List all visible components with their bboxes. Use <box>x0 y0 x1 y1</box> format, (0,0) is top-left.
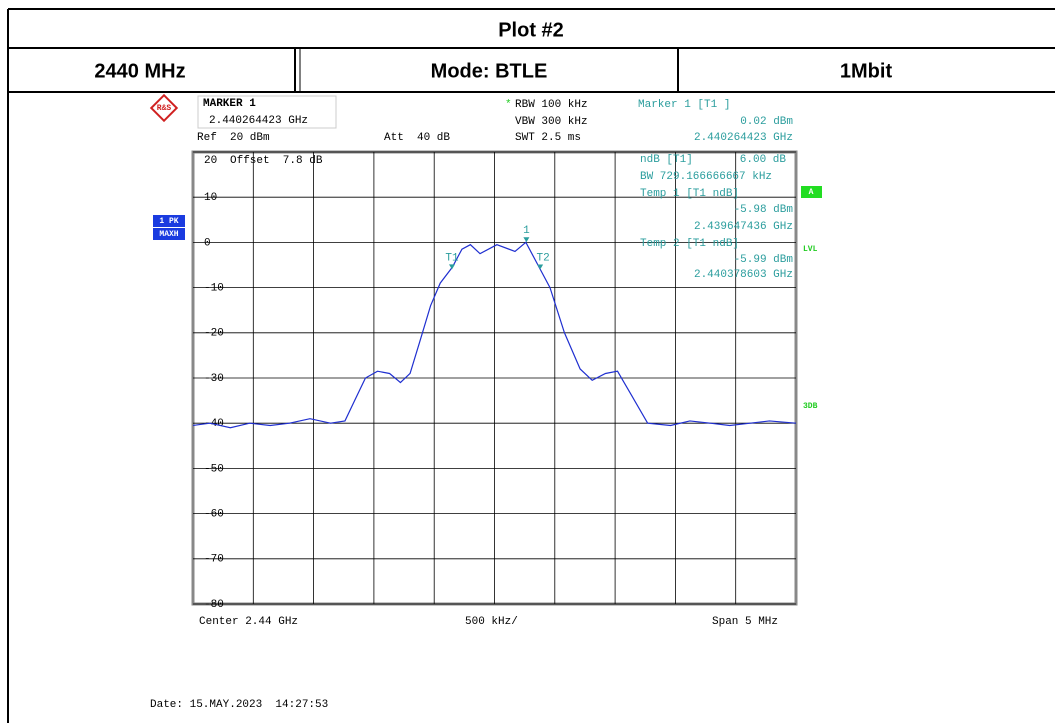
annotation: Date: 15.MAY.2023 14:27:53 <box>150 699 328 711</box>
marker-label: 1 <box>523 225 530 237</box>
status-badge <box>801 186 822 198</box>
svg-text:R&S: R&S <box>157 104 172 113</box>
annotation: VBW 300 kHz <box>515 116 588 128</box>
rate-cell: 1Mbit <box>840 60 893 82</box>
annotation: 1 PK <box>159 217 178 226</box>
annotation: Temp 2 [T1 ndB] <box>640 238 739 250</box>
y-tick-label: 20 <box>204 155 217 167</box>
annotation: Ref 20 dBm <box>197 132 270 144</box>
plot-title: Plot #2 <box>498 19 564 41</box>
annotation: -5.99 dBm <box>734 254 794 266</box>
header-table <box>7 8 1055 723</box>
y-tick-label: -30 <box>204 373 224 385</box>
annotation: MARKER 1 <box>203 98 256 110</box>
y-tick-label: 0 <box>204 237 211 249</box>
marker-label: T1 <box>445 252 459 264</box>
y-tick-label: -50 <box>204 463 224 475</box>
y-tick-label: 10 <box>204 192 217 204</box>
trace-badge <box>153 228 185 240</box>
annotation: 6.00 dB <box>740 154 787 166</box>
annotation: Center 2.44 GHz <box>199 616 298 628</box>
trace-badge <box>153 215 185 227</box>
annotation: 2.440264423 GHz <box>209 115 308 127</box>
annotation: 500 kHz/ <box>465 616 518 628</box>
mode-cell: Mode: BTLE <box>431 60 548 82</box>
annotation: Att 40 dB <box>384 132 450 144</box>
annotation: -5.98 dBm <box>734 204 794 216</box>
rs-logo: R&S <box>149 93 179 123</box>
annotation: Temp 1 [T1 ndB] <box>640 188 739 200</box>
annotation: 3DB <box>803 402 818 411</box>
marker <box>523 237 530 243</box>
annotation: Marker 1 [T1 ] <box>638 99 730 111</box>
frequency-cell: 2440 MHz <box>94 60 185 82</box>
annotation: BW 729.166666667 kHz <box>640 171 772 183</box>
marker <box>448 264 455 270</box>
y-tick-label: -80 <box>204 599 224 611</box>
y-tick-label: -70 <box>204 554 224 566</box>
y-tick-label: -20 <box>204 328 224 340</box>
annotation: MAXH <box>159 230 178 239</box>
annotation: 0.02 dBm <box>740 116 793 128</box>
annotation: * <box>505 99 512 111</box>
y-tick-label: -60 <box>204 509 224 521</box>
y-tick-label: -10 <box>204 283 224 295</box>
marker-box <box>197 95 337 129</box>
annotation: SWT 2.5 ms <box>515 132 581 144</box>
marker <box>537 264 544 270</box>
annotation: 2.439647436 GHz <box>694 221 793 233</box>
trace <box>192 241 797 429</box>
annotation: ndB [T1] <box>640 154 693 166</box>
annotation: A <box>809 188 814 197</box>
annotation: Offset 7.8 dB <box>230 155 323 167</box>
annotation: Span 5 MHz <box>712 616 778 628</box>
annotation: 2.440264423 GHz <box>694 132 793 144</box>
marker-label: T2 <box>537 252 550 264</box>
annotation: RBW 100 kHz <box>515 99 588 111</box>
annotation: LVL <box>803 245 818 254</box>
annotation: 2.440378603 GHz <box>694 269 793 281</box>
